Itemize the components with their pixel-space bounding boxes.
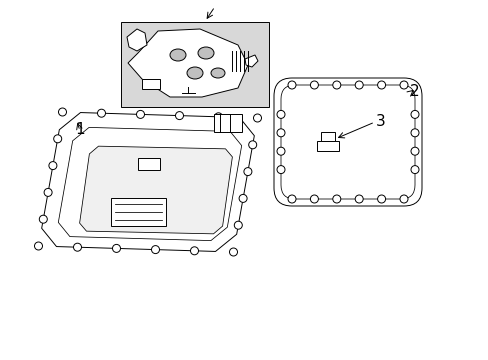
Circle shape: [332, 195, 340, 203]
Circle shape: [35, 242, 42, 250]
Circle shape: [49, 162, 57, 170]
Bar: [142, 79, 160, 89]
Circle shape: [276, 166, 285, 174]
Circle shape: [253, 114, 261, 122]
Text: 3: 3: [375, 114, 385, 130]
Polygon shape: [127, 29, 147, 51]
Polygon shape: [80, 146, 232, 234]
Circle shape: [175, 112, 183, 120]
Circle shape: [287, 81, 295, 89]
Circle shape: [354, 195, 363, 203]
Ellipse shape: [170, 49, 185, 61]
Circle shape: [310, 195, 318, 203]
Circle shape: [59, 108, 66, 116]
Circle shape: [287, 195, 295, 203]
Circle shape: [377, 195, 385, 203]
Polygon shape: [41, 113, 254, 251]
Polygon shape: [58, 127, 241, 240]
Polygon shape: [244, 55, 258, 67]
Circle shape: [377, 81, 385, 89]
Bar: [213, 114, 241, 132]
Text: 1: 1: [75, 122, 84, 138]
Circle shape: [410, 147, 418, 155]
Circle shape: [332, 81, 340, 89]
Circle shape: [136, 111, 144, 118]
Circle shape: [354, 81, 363, 89]
Circle shape: [39, 215, 47, 223]
Ellipse shape: [186, 67, 203, 79]
Circle shape: [214, 113, 222, 121]
Circle shape: [248, 141, 256, 149]
Circle shape: [229, 248, 237, 256]
Circle shape: [276, 129, 285, 137]
Circle shape: [112, 244, 120, 252]
Bar: [320, 132, 334, 141]
Text: 2: 2: [409, 85, 419, 99]
Bar: [110, 198, 165, 226]
Ellipse shape: [198, 47, 214, 59]
Circle shape: [276, 111, 285, 118]
Circle shape: [44, 188, 52, 197]
Circle shape: [244, 168, 251, 176]
Circle shape: [399, 81, 407, 89]
Bar: [137, 158, 159, 170]
Circle shape: [410, 111, 418, 118]
Circle shape: [410, 166, 418, 174]
Circle shape: [54, 135, 61, 143]
FancyBboxPatch shape: [273, 78, 421, 206]
Text: 4: 4: [209, 0, 220, 4]
Circle shape: [234, 221, 242, 229]
Circle shape: [399, 195, 407, 203]
Circle shape: [410, 129, 418, 137]
Circle shape: [276, 147, 285, 155]
Circle shape: [190, 247, 198, 255]
Circle shape: [310, 81, 318, 89]
Ellipse shape: [210, 68, 224, 78]
Circle shape: [151, 246, 159, 253]
Circle shape: [73, 243, 81, 251]
Bar: [121, 22, 268, 108]
Circle shape: [239, 194, 246, 202]
Polygon shape: [128, 29, 247, 97]
Bar: [316, 141, 338, 151]
Circle shape: [97, 109, 105, 117]
